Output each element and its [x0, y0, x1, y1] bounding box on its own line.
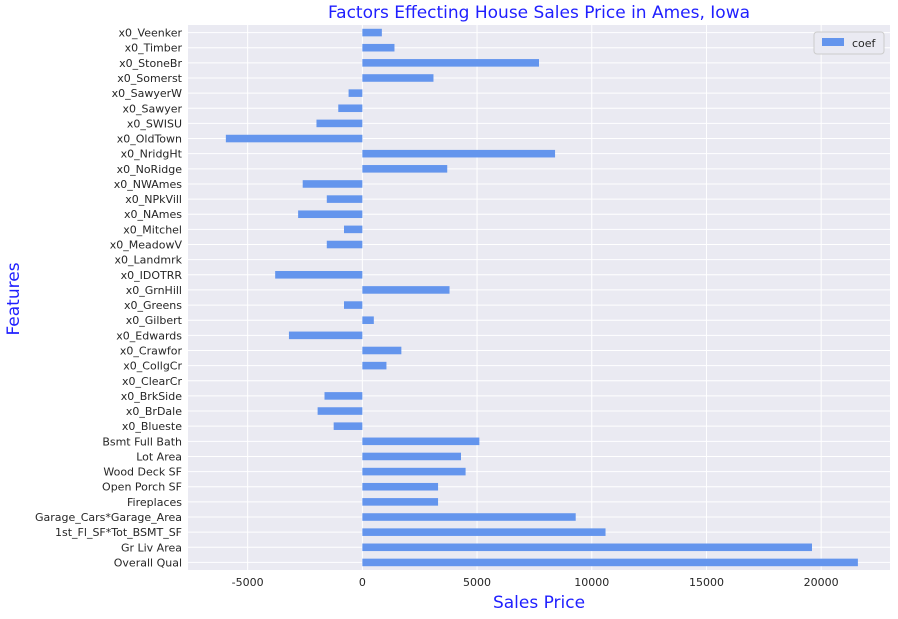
y-tick-label: x0_StoneBr	[119, 57, 182, 70]
chart-title: Factors Effecting House Sales Price in A…	[328, 3, 750, 23]
bar	[302, 180, 363, 188]
x-tick-label: 5000	[463, 576, 491, 589]
bar	[362, 74, 434, 82]
y-tick-label: x0_Edwards	[116, 329, 182, 342]
y-tick-label: x0_BrkSide	[121, 390, 182, 403]
y-tick-label: Wood Deck SF	[103, 466, 182, 479]
y-tick-label: x0_BrDale	[126, 405, 182, 418]
bar	[362, 437, 480, 446]
legend-label: coef	[852, 37, 877, 50]
y-tick-label: x0_GrnHill	[126, 284, 182, 297]
y-tick-label: Overall Qual	[114, 556, 182, 569]
bar	[298, 210, 363, 219]
bar	[362, 467, 466, 476]
y-tick-label: x0_NWAmes	[114, 178, 183, 191]
bar	[326, 240, 363, 249]
y-tick-label: x0_MeadowV	[110, 239, 183, 252]
y-tick-label: x0_Greens	[124, 299, 182, 312]
legend-box	[813, 31, 885, 55]
bar	[362, 43, 395, 52]
bar	[362, 149, 556, 158]
y-tick-label: x0_NridgHt	[121, 148, 183, 161]
bar	[362, 452, 461, 461]
y-tick-label: x0_Veenker	[119, 27, 183, 40]
x-axis-title: Sales Price	[493, 593, 585, 613]
y-tick-label: x0_ClearCr	[122, 375, 182, 388]
y-tick-label: x0_CollgCr	[123, 360, 182, 373]
bar	[362, 346, 402, 355]
y-tick-label: x0_NPkVill	[125, 193, 182, 206]
y-tick-label: x0_OldTown	[117, 133, 182, 146]
bar	[344, 301, 363, 309]
y-tick-label: x0_Gilbert	[126, 314, 183, 327]
y-tick-label: x0_NoRidge	[117, 163, 183, 176]
y-tick-label: x0_Timber	[125, 42, 183, 55]
bar	[333, 422, 363, 430]
bar	[326, 195, 363, 203]
bar	[362, 59, 539, 67]
bar	[338, 104, 363, 113]
y-tick-labels: x0_Veenker x0_Timber x0_StoneBr x0_Somerstx…	[35, 27, 183, 570]
y-axis-title: Features	[4, 262, 24, 335]
bar	[344, 225, 363, 234]
y-tick-label: Bsmt Full Bath	[102, 435, 182, 448]
bar	[362, 165, 448, 173]
y-tick-label: x0_Blueste	[122, 420, 182, 433]
bar	[362, 316, 374, 324]
y-tick-label: Garage_Cars*Garage_Area	[35, 511, 182, 524]
bar	[362, 482, 439, 491]
y-tick-label: x0_Sawyer	[122, 102, 182, 115]
bar	[348, 89, 363, 97]
bar	[362, 558, 858, 567]
x-tick-labels: -5000 0 5000 10000 15000 20000	[232, 576, 839, 589]
x-tick-label: 10000	[574, 576, 609, 589]
bar	[275, 271, 363, 279]
y-tick-label: Lot Area	[136, 450, 182, 463]
x-tick-label: 20000	[804, 576, 839, 589]
legend: coef	[813, 31, 885, 55]
y-tick-label: x0_IDOTRR	[121, 269, 183, 282]
y-tick-label: x0_SWISU	[127, 117, 182, 130]
bar	[362, 543, 812, 552]
bar	[225, 134, 363, 143]
x-tick-label: -5000	[232, 576, 264, 589]
bar	[362, 498, 439, 506]
y-tick-label: x0_Landmrk	[115, 254, 183, 267]
bar	[362, 28, 382, 37]
x-tick-label: 15000	[689, 576, 724, 589]
bar	[316, 119, 363, 128]
y-tick-label: Gr Liv Area	[121, 541, 182, 554]
y-tick-label: 1st_Fl_SF*Tot_BSMT_SF	[55, 526, 182, 539]
y-tick-label: x0_Mitchel	[123, 223, 182, 236]
bar	[324, 392, 363, 400]
y-tick-label: x0_SawyerW	[112, 87, 183, 100]
plot-background	[188, 25, 890, 570]
bar	[288, 331, 363, 340]
y-tick-label: x0_Somerst	[117, 72, 182, 85]
bar	[362, 286, 450, 294]
bars	[225, 28, 858, 567]
bar	[362, 513, 576, 521]
x-tick-label: 0	[359, 576, 366, 589]
gridlines	[188, 25, 890, 570]
legend-swatch	[822, 38, 844, 46]
y-tick-label: x0_NAmes	[124, 208, 182, 221]
bar	[362, 528, 606, 536]
bar	[317, 407, 363, 415]
y-tick-label: x0_Crawfor	[120, 344, 183, 357]
y-tick-label: Fireplaces	[127, 496, 182, 509]
y-tick-label: Open Porch SF	[102, 481, 182, 494]
bar	[362, 361, 387, 370]
